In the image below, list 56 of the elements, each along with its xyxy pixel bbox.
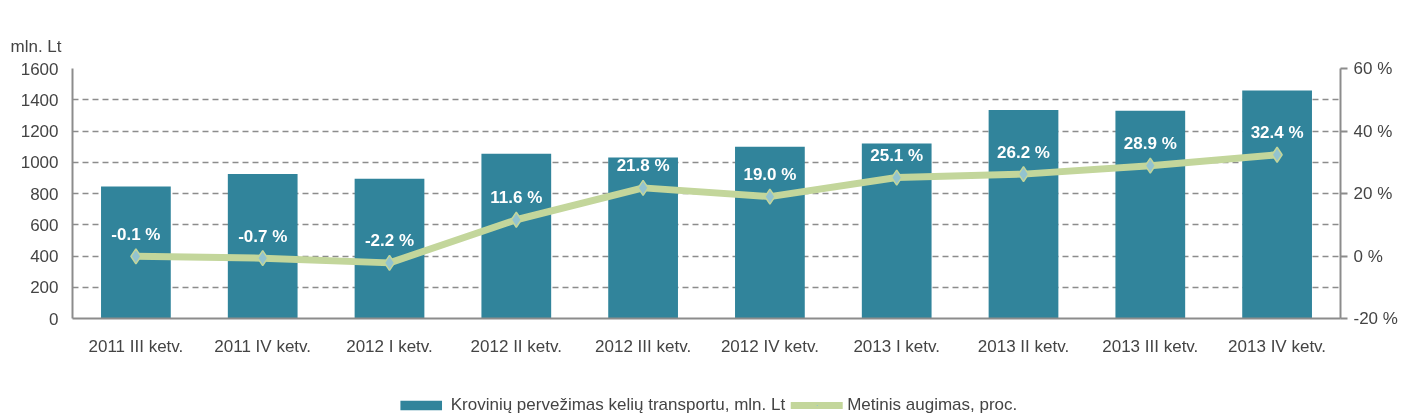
point [383,254,396,272]
point [510,211,523,228]
y2-tick-label: 60 % [1353,59,1393,78]
data-label: -2.2 % [364,231,415,251]
y2-tick-label: -20 % [1353,309,1398,328]
data-label: 11.6 % [490,188,543,208]
legend-label: Metinis augimas, proc. [847,395,1018,414]
bar [988,109,1059,319]
x-tick-label: 2012 I ketv. [346,336,433,356]
y2-tick-label: 20 % [1353,184,1393,203]
data-label: 32.4 % [1250,123,1304,143]
bar [227,173,298,319]
data-label: -0.1 % [111,224,161,244]
bar [481,153,552,319]
legend-label: Krovinių pervežimas kelių transportu, mln. Lt [450,395,786,414]
y-tick-label: 800 [30,184,59,204]
x-tick-label: 2012 III ketv. [595,336,692,356]
y-tick-label: 1200 [20,122,59,141]
bar [1242,90,1312,319]
y-tick-label: 0 [49,309,59,329]
x-tick-label: 2011 IV ketv. [214,336,312,356]
data-label: 21.8 % [616,156,670,176]
data-label: -0.7 % [238,226,288,246]
y-axis-title: mln. Lt [10,36,62,56]
bar [608,157,678,319]
y-tick-label: 600 [30,215,59,235]
point [1271,146,1283,163]
y-tick-label: 1600 [20,59,59,79]
x-tick-label: 2013 II ketv. [977,336,1070,356]
point [130,248,142,265]
data-label: 26.2 % [997,142,1050,162]
x-tick-label: 2013 III ketv. [1102,336,1199,356]
y-tick-label: 1400 [20,90,59,110]
x-tick-label: 2011 III ketv. [88,336,184,356]
data-label: 28.9 % [1123,134,1177,154]
x-tick-label: 2013 IV ketv. [1228,336,1327,356]
x-tick-label: 2012 IV ketv. [720,336,819,356]
y-tick-label: 1000 [20,153,59,173]
y2-tick-label: 0 % [1353,246,1383,266]
y2-tick-label: 40 % [1353,121,1393,141]
point [890,169,903,186]
y-tick-label: 200 [30,278,59,298]
bar [354,178,425,319]
data-label: 25.1 % [870,146,924,166]
y-tick-label: 400 [30,247,59,266]
point [764,188,776,205]
point [1144,157,1157,174]
bar [101,186,171,319]
x-tick-label: 2012 II ketv. [470,336,562,356]
point [1017,165,1030,183]
data-label: 19.0 % [743,165,797,185]
point [256,249,269,267]
bar [861,143,932,319]
bar [1115,110,1186,319]
x-tick-label: 2013 I ketv. [853,336,941,356]
bar [735,146,805,319]
